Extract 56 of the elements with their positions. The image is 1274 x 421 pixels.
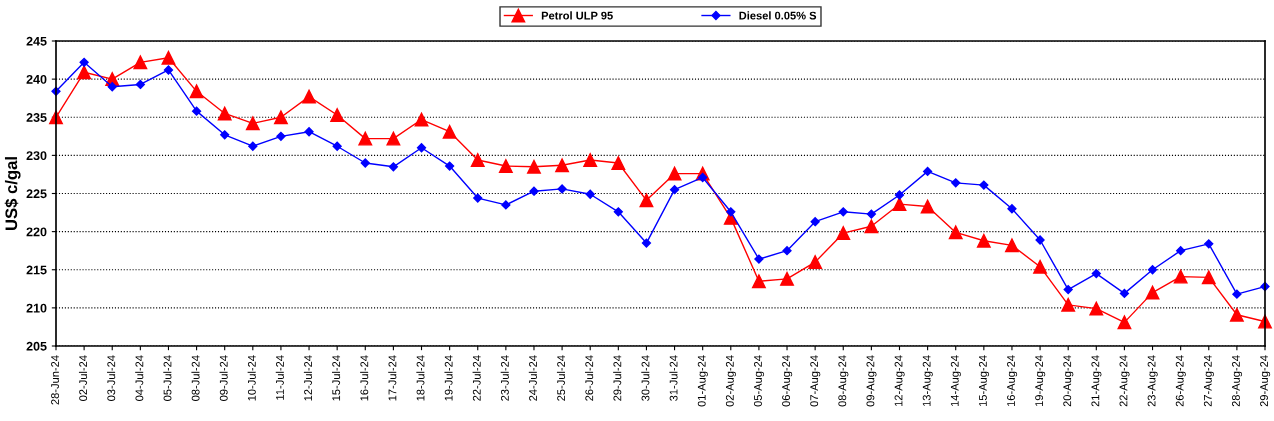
x-tick-label: 25-Jul-24	[556, 355, 566, 401]
x-tick-label: 16-Aug-24	[1007, 355, 1018, 407]
x-tick-label: 20-Aug-24	[1063, 355, 1074, 407]
x-tick-label: 19-Aug-24	[1035, 355, 1046, 407]
y-tick-label: 220	[26, 227, 47, 237]
y-axis-title: US$ c/gal	[4, 157, 21, 231]
x-tick-label: 21-Aug-24	[1091, 355, 1102, 407]
x-tick-label: 26-Jul-24	[585, 355, 594, 401]
legend-label: Diesel 0.05% S	[739, 11, 817, 20]
y-tick-label: 245	[26, 36, 47, 46]
x-tick-label: 10-Jul-24	[247, 355, 256, 401]
x-tick-label: 15-Aug-24	[978, 355, 990, 407]
x-tick-label: 22-Jul-24	[472, 355, 481, 401]
y-tick-label: 205	[26, 341, 47, 351]
x-tick-label: 23-Aug-24	[1147, 355, 1158, 407]
x-tick-label: 07-Aug-24	[810, 355, 821, 407]
x-tick-label: 24-Jul-24	[528, 355, 537, 401]
x-tick-label: 12-Aug-24	[894, 355, 905, 407]
x-tick-label: 01-Aug-24	[697, 355, 708, 407]
x-tick-label: 31-Jul-24	[669, 355, 678, 401]
x-tick-label: 14-Aug-24	[950, 355, 961, 407]
x-tick-label: 27-Aug-24	[1203, 355, 1214, 407]
x-tick-label: 03-Jul-24	[107, 355, 116, 401]
x-tick-label: 05-Jul-24	[163, 355, 172, 401]
x-tick-label: 08-Jul-24	[191, 355, 200, 401]
x-tick-label: 09-Jul-24	[219, 355, 228, 401]
x-tick-label: 02-Jul-24	[78, 355, 88, 401]
x-tick-label: 22-Aug-24	[1119, 355, 1130, 407]
x-tick-label: 04-Jul-24	[135, 355, 144, 401]
y-tick-label: 235	[26, 113, 47, 122]
x-tick-label: 19-Jul-24	[444, 355, 453, 401]
x-tick-label: 28-Aug-24	[1232, 355, 1243, 407]
x-tick-label: 02-Aug-24	[725, 355, 736, 407]
x-tick-label: 09-Aug-24	[866, 355, 877, 407]
x-tick-label: 16-Jul-24	[360, 355, 369, 401]
x-tick-label: 15-Jul-24	[331, 355, 341, 401]
x-tick-label: 08-Aug-24	[838, 355, 849, 407]
x-tick-label: 26-Aug-24	[1175, 355, 1186, 407]
x-tick-label: 28-Jun-24	[51, 355, 59, 405]
x-tick-label: 30-Jul-24	[641, 355, 650, 401]
x-tick-label: 06-Aug-24	[782, 355, 793, 407]
x-tick-label: 13-Aug-24	[922, 355, 933, 407]
y-tick-label: 230	[26, 151, 47, 161]
x-tick-label: 23-Jul-24	[500, 355, 509, 401]
y-tick-label: 210	[26, 303, 47, 313]
y-tick-label: 225	[26, 189, 47, 199]
x-tick-label: 05-Aug-24	[754, 355, 765, 407]
legend-label: Petrol ULP 95	[541, 11, 613, 20]
x-tick-label: 17-Jul-24	[388, 355, 397, 401]
x-tick-label: 11-Jul-24	[275, 355, 284, 400]
x-tick-label: 18-Jul-24	[416, 355, 425, 401]
y-tick-label: 215	[26, 265, 47, 275]
y-tick-label: 240	[26, 74, 47, 84]
x-tick-label: 29-Aug-24	[1260, 355, 1271, 407]
x-tick-label: 29-Jul-24	[613, 355, 622, 401]
x-tick-label: 12-Jul-24	[303, 355, 313, 401]
